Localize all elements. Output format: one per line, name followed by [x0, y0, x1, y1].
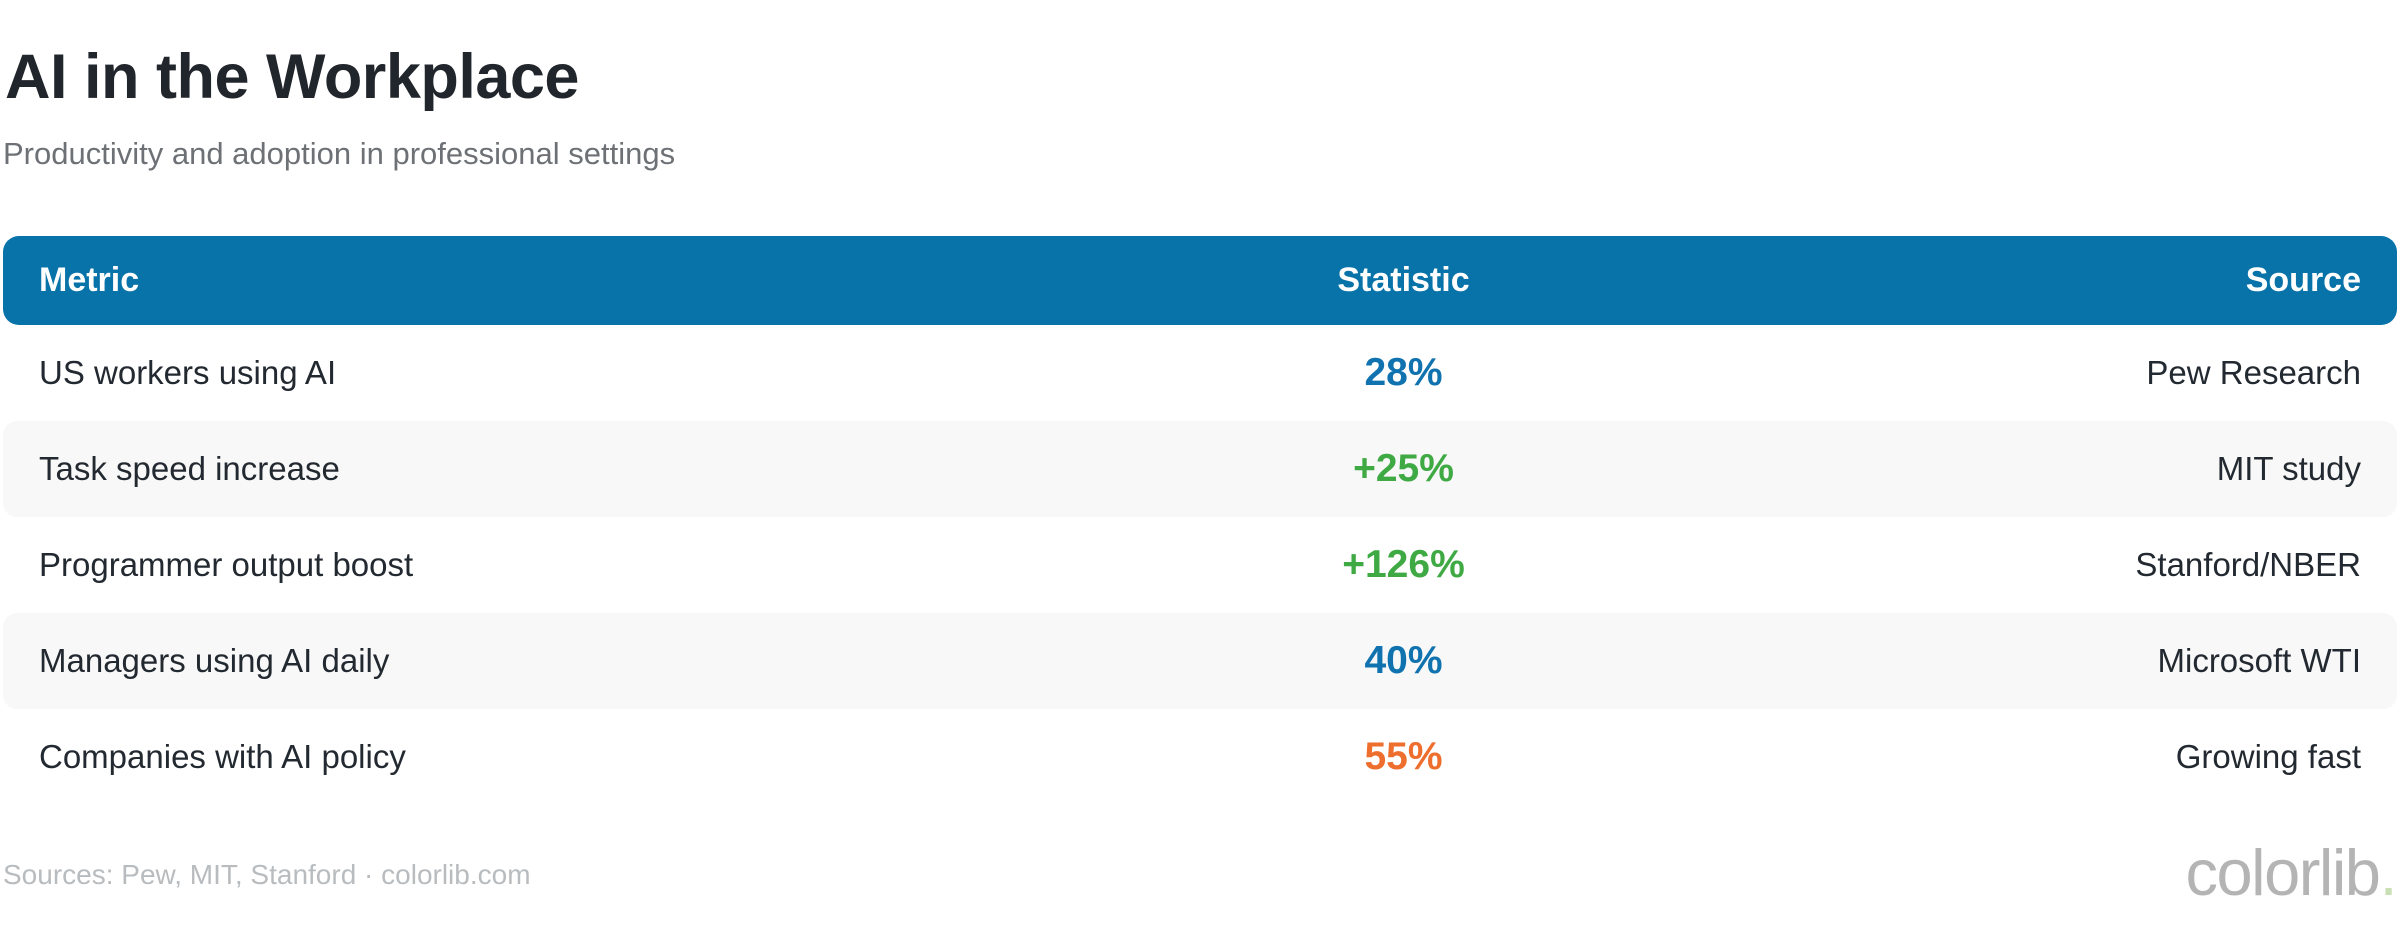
stats-table: Metric Statistic Source US workers using…: [3, 236, 2397, 805]
source-cell: MIT study: [2216, 450, 2361, 487]
statistic-cell: 28%: [1364, 351, 1443, 394]
statistic-cell: 40%: [1364, 639, 1443, 682]
column-header-source: Source: [2245, 261, 2361, 299]
sources-note: Sources: Pew, MIT, Stanford · colorlib.c…: [3, 859, 531, 890]
metric-cell: Programmer output boost: [39, 546, 414, 583]
page-subtitle: Productivity and adoption in professiona…: [3, 136, 676, 171]
source-cell: Stanford/NBER: [2135, 546, 2361, 583]
table-row: US workers using AI 28% Pew Research: [3, 325, 2397, 421]
metric-cell: Managers using AI daily: [39, 642, 390, 679]
source-cell: Microsoft WTI: [2157, 642, 2362, 679]
source-cell: Growing fast: [2175, 738, 2361, 775]
page-title: AI in the Workplace: [5, 42, 579, 112]
source-cell: Pew Research: [2146, 354, 2361, 391]
metric-cell: Companies with AI policy: [39, 738, 406, 775]
colorlib-logo: colorlib.: [2186, 840, 2398, 905]
table-header-row: Metric Statistic Source: [3, 236, 2397, 325]
column-header-statistic: Statistic: [1337, 261, 1470, 299]
table-body: US workers using AI 28% Pew Research Task s…: [3, 325, 2397, 805]
table-row: Managers using AI daily 40% Microsoft WTI: [3, 613, 2397, 709]
colorlib-logo-text: colorlib: [2185, 836, 2381, 909]
table-row: Companies with AI policy 55% Growing fast: [3, 709, 2397, 805]
statistic-cell: +25%: [1353, 447, 1454, 490]
table-row: Programmer output boost +126% Stanford/NBE…: [3, 517, 2397, 613]
metric-cell: Task speed increase: [39, 450, 340, 487]
table-row: Task speed increase +25% MIT study: [3, 421, 2397, 517]
column-header-metric: Metric: [39, 261, 140, 299]
colorlib-logo-dot: .: [2379, 836, 2397, 909]
statistic-cell: +126%: [1342, 543, 1465, 586]
statistic-cell: 55%: [1364, 735, 1443, 778]
metric-cell: US workers using AI: [39, 354, 337, 391]
